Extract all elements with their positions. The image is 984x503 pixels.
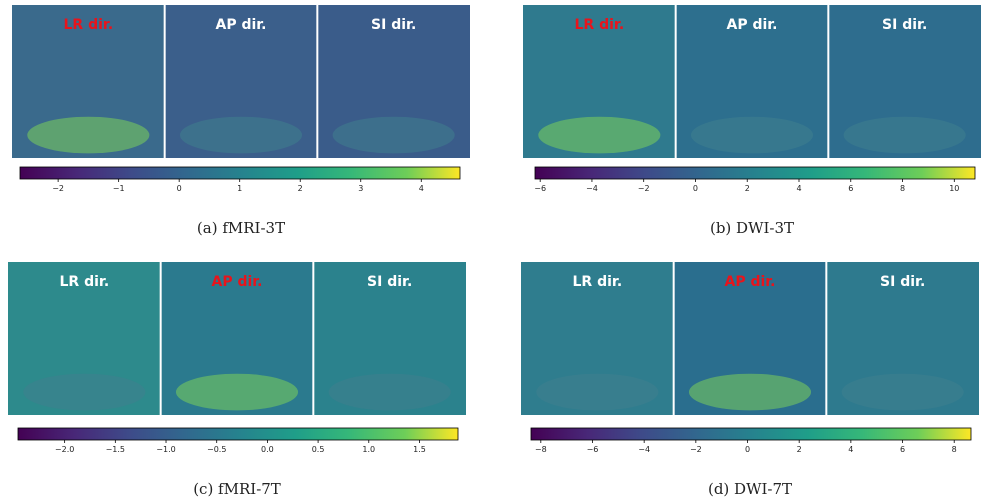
direction-label: LR dir. [573,274,623,290]
colorbar-tick-label: −4 [638,445,650,454]
colorbar-tick-label: −2 [690,445,702,454]
image-texture [328,373,451,411]
image-texture [179,116,303,154]
direction-label: AP dir. [724,274,775,290]
colorbar-tick-label: 1.5 [413,445,426,454]
colorbar-tick-label: 2 [797,445,802,454]
colorbar-tick-label: 0.5 [312,445,325,454]
caption: (a) fMRI-3T [197,219,285,237]
colorbar [530,427,972,441]
colorbar-tick-label: −1.5 [106,445,125,454]
colorbar-tick-label: 2 [298,184,303,193]
colorbar-tick-label: 4 [419,184,424,193]
image-texture [27,116,150,154]
colorbar-tick-label: 1 [237,184,242,193]
colorbar-tick-label: 3 [358,184,363,193]
colorbar [17,427,459,441]
image-texture [23,373,146,411]
image-texture [332,116,455,154]
colorbar-tick-label: −2 [638,184,650,193]
colorbar-tick-label: 8 [900,184,905,193]
colorbar-tick-label: −1.0 [156,445,175,454]
direction-label: SI dir. [367,274,412,290]
colorbar [19,166,461,180]
caption: (b) DWI-3T [710,219,794,237]
colorbar-tick-label: 0 [693,184,698,193]
colorbar-tick-label: 6 [848,184,853,193]
colorbar-tick-label: −6 [534,184,546,193]
caption: (c) fMRI-7T [193,480,281,498]
direction-label: LR dir. [575,17,625,33]
colorbar-tick-label: 1.0 [362,445,375,454]
direction-label: LR dir. [60,274,110,290]
colorbar-tick-label: −6 [587,445,599,454]
colorbar-tick-label: −2.0 [55,445,74,454]
direction-label: SI dir. [880,274,925,290]
image-texture [841,373,964,411]
colorbar [534,166,976,180]
colorbar-tick-label: 2 [745,184,750,193]
image-texture [843,116,966,154]
image-texture [688,373,812,411]
colorbar-tick-label: −1 [113,184,125,193]
image-texture [690,116,814,154]
colorbar-tick-label: 8 [952,445,957,454]
colorbar-tick-label: 0.0 [261,445,274,454]
image-texture [538,116,661,154]
caption: (d) DWI-7T [708,480,792,498]
colorbar-tick-label: −0.5 [207,445,226,454]
colorbar-tick-label: 0 [177,184,182,193]
direction-label: SI dir. [371,17,416,33]
direction-label: AP dir. [211,274,262,290]
colorbar-tick-label: 10 [949,184,959,193]
colorbar-tick-label: 4 [796,184,801,193]
colorbar-tick-label: 6 [900,445,905,454]
colorbar-tick-label: 0 [745,445,750,454]
colorbar-tick-label: 4 [848,445,853,454]
direction-label: AP dir. [215,17,266,33]
colorbar-tick-label: −2 [52,184,64,193]
direction-label: SI dir. [882,17,927,33]
image-texture [175,373,299,411]
image-texture [536,373,659,411]
colorbar-tick-label: −8 [535,445,547,454]
colorbar-tick-label: −4 [586,184,598,193]
direction-label: LR dir. [64,17,114,33]
direction-label: AP dir. [726,17,777,33]
